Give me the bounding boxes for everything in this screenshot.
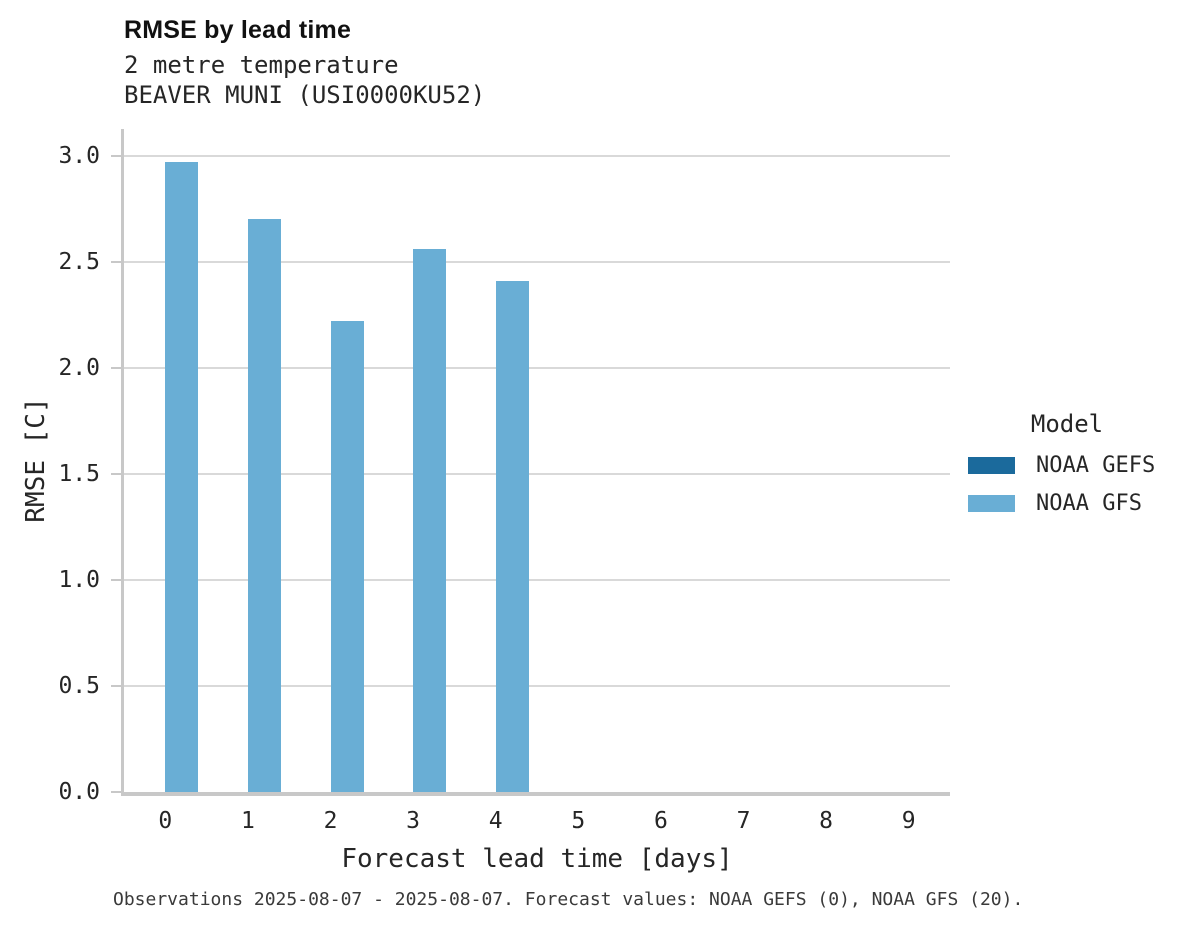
y-tick-label-3.0: 3.0 (58, 142, 100, 169)
x-tick-label-5: 5 (571, 808, 586, 834)
gridline-0.5 (124, 684, 950, 687)
x-tick-label-8: 8 (819, 808, 834, 834)
y-tick-mark-2.0 (111, 366, 121, 369)
chart-subtitle-station: BEAVER MUNI (USI0000KU52) (124, 81, 486, 109)
y-tick-label-2.5: 2.5 (58, 248, 100, 275)
bar-noaa-gfs-day-3 (413, 248, 447, 792)
x-tick-label-6: 6 (653, 808, 668, 834)
gridline-1 (124, 578, 950, 581)
legend-swatch-noaa-gefs (968, 457, 1015, 474)
legend: Model NOAA GEFS NOAA GFS (952, 410, 1182, 529)
y-tick-mark-0.0 (111, 791, 121, 793)
plot-area: 0.0 0.5 1.0 1.5 2.0 2.5 3.0 0 1 2 3 4 5 6 7 8 9 (58, 129, 950, 834)
legend-label-noaa-gefs: NOAA GEFS (1036, 453, 1156, 478)
legend-title: Model (1030, 410, 1104, 438)
y-tick-label-2.0: 2.0 (58, 354, 100, 381)
caption: Observations 2025-08-07 - 2025-08-07. Fo… (113, 889, 1024, 910)
legend-items: NOAA GEFS NOAA GFS (952, 453, 1182, 516)
x-tick-label-1: 1 (240, 808, 255, 834)
gridline-1.5 (124, 472, 950, 475)
legend-label-noaa-gfs: NOAA GFS (1036, 491, 1142, 516)
x-tick-label-3: 3 (406, 808, 421, 834)
y-tick-label-1.5: 1.5 (58, 460, 100, 487)
x-tick-label-0: 0 (158, 808, 173, 834)
bar-noaa-gfs-day-1 (247, 219, 281, 792)
gridline-2.5 (124, 260, 950, 263)
x-tick-label-4: 4 (488, 808, 503, 834)
gridline-3 (124, 154, 950, 157)
legend-item-noaa-gefs: NOAA GEFS (952, 453, 1182, 478)
x-tick-label-9: 9 (901, 808, 916, 834)
bar-noaa-gfs-day-4 (495, 280, 529, 792)
y-tick-mark-3.0 (111, 154, 121, 157)
bar-noaa-gfs-day-2 (330, 321, 364, 792)
y-tick-mark-1.5 (111, 472, 121, 475)
x-tick-label-2: 2 (323, 808, 338, 834)
x-tick-label-7: 7 (736, 808, 751, 834)
y-tick-mark-2.5 (111, 260, 121, 263)
legend-item-noaa-gfs: NOAA GFS (952, 491, 1182, 516)
legend-swatch-noaa-gfs (968, 495, 1015, 512)
y-tick-label-0.0: 0.0 (58, 779, 100, 805)
x-axis-label: Forecast lead time [days] (341, 844, 733, 874)
gridline-2 (124, 366, 950, 369)
bar-noaa-gfs-day-0 (165, 161, 199, 792)
chart-subtitle-variable: 2 metre temperature (124, 51, 399, 79)
chart-title: RMSE by lead time (124, 16, 352, 44)
y-tick-mark-0.5 (111, 684, 121, 687)
y-axis-label: RMSE [C] (21, 397, 51, 523)
y-tick-label-1.0: 1.0 (58, 566, 100, 593)
y-tick-mark-1.0 (111, 578, 121, 581)
y-tick-label-0.5: 0.5 (58, 672, 100, 699)
